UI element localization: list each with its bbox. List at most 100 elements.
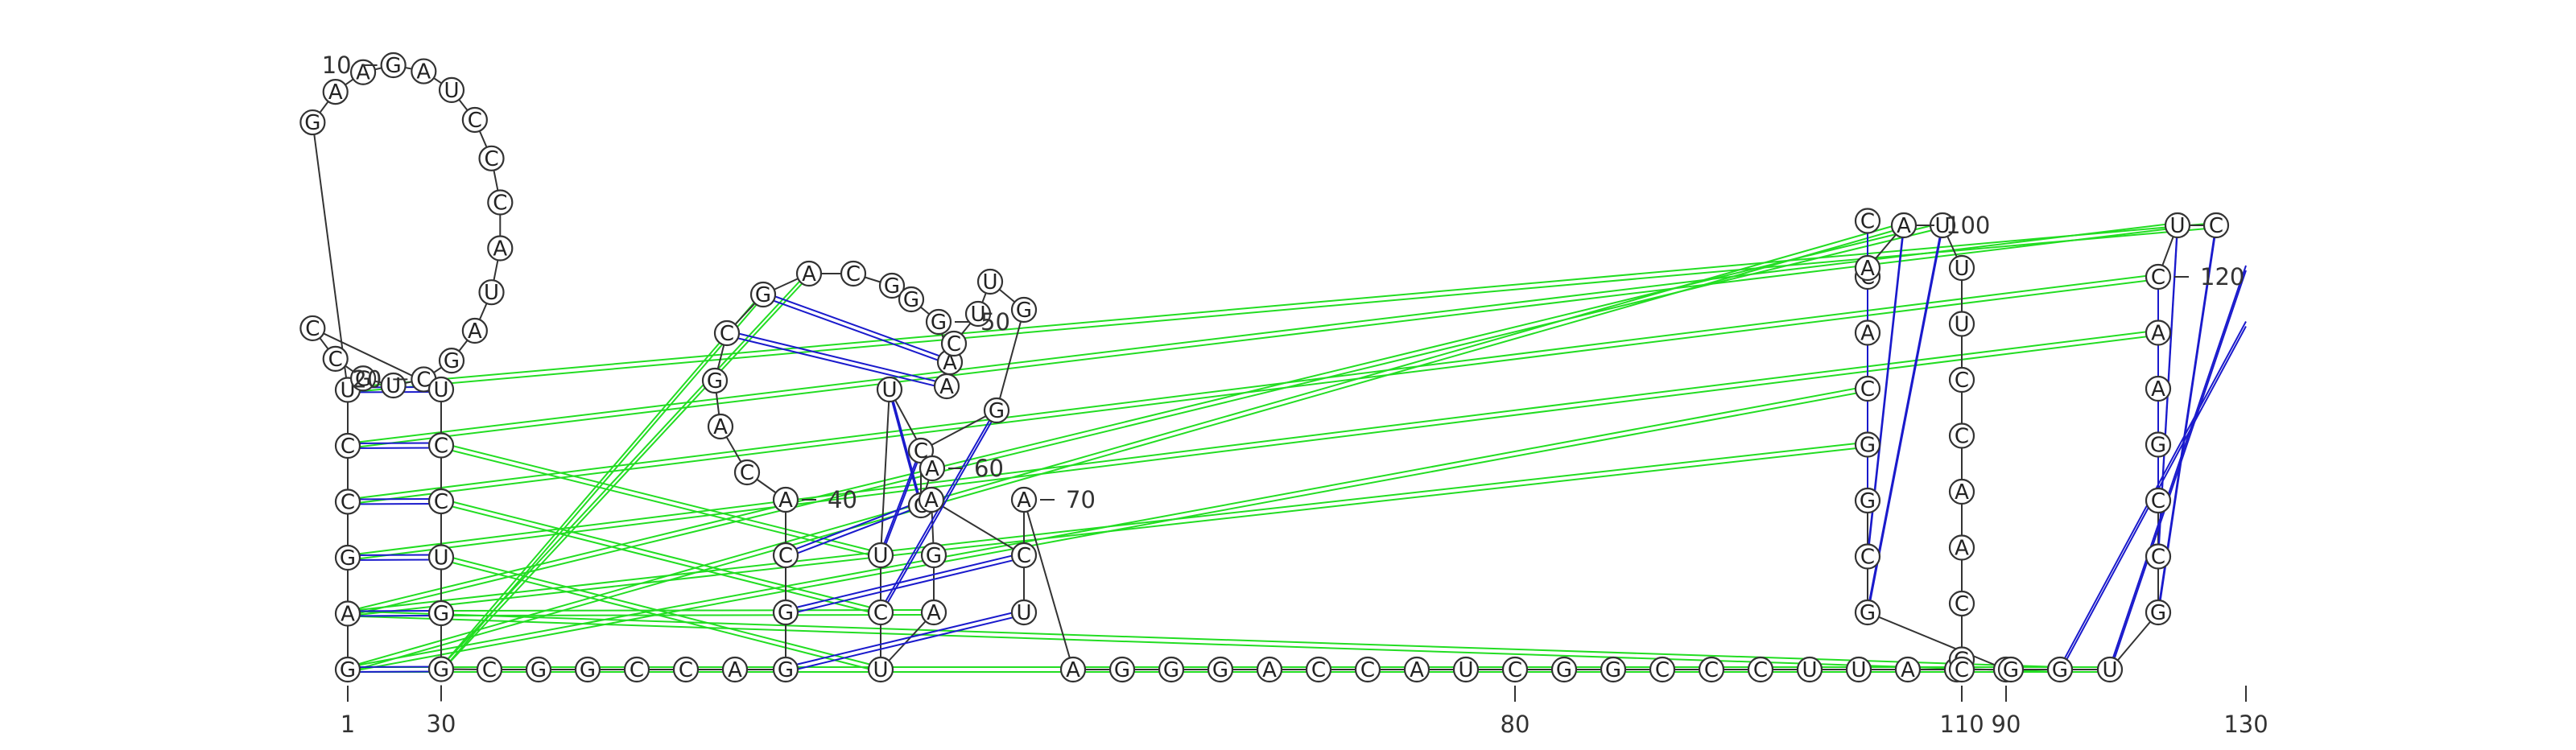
nucleotide-letter: C: [434, 490, 448, 514]
nucleotide: G: [2046, 656, 2074, 683]
nucleotide-letter: G: [2003, 658, 2019, 682]
nucleotide: G: [1997, 656, 2025, 683]
nucleotide-letter: C: [328, 348, 343, 372]
nucleotide-letter: U: [881, 378, 897, 402]
nucleotide: C: [867, 599, 894, 626]
nucleotide-letter: U: [873, 544, 888, 568]
nucleotide-letter: G: [1605, 658, 1621, 682]
nucleotide-circle: [1997, 656, 2025, 683]
nucleotide-letter: C: [416, 368, 431, 392]
base-number-label: 120: [2200, 263, 2244, 291]
nucleotide: C: [1747, 656, 1774, 683]
nucleotide-letter: G: [433, 602, 449, 626]
nucleotide-letter: U: [1016, 601, 1031, 625]
nucleotide-circle: [940, 330, 968, 357]
nucleotide: A: [461, 317, 488, 344]
nucleotide-circle: [1059, 656, 1087, 683]
nucleotide: A: [721, 656, 749, 683]
base-number-label: 30: [427, 711, 456, 738]
nucleotide-circle: [772, 486, 799, 513]
nucleotide-circle: [772, 599, 799, 626]
nucleotide-letter: A: [2151, 377, 2165, 402]
nucleotide-letter: A: [778, 488, 793, 513]
nucleotide-circle: [707, 413, 734, 440]
nucleotide-circle: [1854, 543, 1881, 570]
base-pair-line: [1867, 227, 1943, 616]
nucleotide: A: [2145, 319, 2172, 346]
nucleotide-letter: A: [416, 60, 431, 84]
nucleotide: C: [940, 330, 968, 357]
nucleotide-circle: [349, 365, 377, 392]
nucleotide-circle: [1854, 375, 1881, 402]
tertiary-interaction-line: [347, 222, 1905, 668]
nucleotide-letter: U: [484, 281, 499, 305]
nucleotide: G: [772, 656, 799, 683]
nucleotide-circle: [2145, 599, 2172, 626]
nucleotide: A: [919, 455, 946, 482]
tertiary-interaction-line: [347, 615, 2061, 673]
nucleotide-circle: [867, 656, 894, 683]
nucleotide: G: [925, 308, 952, 336]
nucleotide: U: [1010, 599, 1038, 626]
nucleotide-letter: C: [720, 322, 734, 346]
nucleotide: C: [733, 459, 761, 486]
nucleotide-letter: U: [433, 546, 448, 571]
tertiary-interaction-line: [347, 610, 2061, 668]
nucleotide-letter: G: [1860, 434, 1876, 458]
nucleotide-letter: A: [925, 457, 939, 481]
nucleotide-circle: [964, 300, 992, 328]
nucleotide: U: [1452, 656, 1480, 683]
nucleotide-circle: [920, 542, 947, 569]
nucleotide-circle: [2096, 656, 2124, 683]
nucleotide: C: [1354, 656, 1381, 683]
tertiary-interaction-line: [347, 227, 2217, 394]
nucleotide: A: [920, 599, 947, 626]
tertiary-interaction-line: [347, 329, 2159, 556]
nucleotide-letter: G: [580, 658, 596, 682]
nucleotide-circle: [1948, 590, 1975, 617]
nucleotide-circle: [438, 76, 465, 103]
nucleotide: U: [1929, 212, 1956, 239]
nucleotide: A: [1010, 486, 1038, 513]
nucleotide-circle: [1854, 487, 1881, 514]
nucleotide-circle: [476, 656, 503, 683]
nucleotide-circle: [478, 279, 505, 306]
tertiary-interaction-line: [440, 503, 881, 616]
nucleotide-letter: U: [873, 658, 888, 682]
backbone-segment: [920, 410, 997, 451]
nucleotide-circle: [1010, 542, 1038, 569]
nucleotide-circle: [322, 345, 349, 373]
nucleotide: C: [772, 542, 799, 569]
nucleotide-letter: U: [444, 79, 459, 103]
base-pair-line: [785, 552, 1025, 611]
nucleotide-letter: A: [1017, 488, 1031, 513]
nucleotide-letter: G: [1212, 658, 1228, 682]
nucleotide-circle: [487, 189, 514, 216]
nucleotide-circle: [349, 59, 377, 85]
nucleotide: G: [2145, 599, 2172, 626]
nucleotide-letter: G: [386, 54, 402, 78]
base-pair-line: [785, 609, 1025, 668]
nucleotide-letter: G: [884, 274, 900, 299]
nucleotide: G: [334, 544, 361, 571]
nucleotide: A: [918, 486, 945, 513]
nucleotide: G: [898, 286, 925, 313]
nucleotide-letter: C: [1955, 425, 1969, 449]
nucleotide-letter: C: [1655, 658, 1670, 682]
nucleotide-circle: [2164, 212, 2191, 239]
nucleotide: C: [1854, 208, 1881, 234]
nucleotide: U: [427, 544, 455, 571]
nucleotide: C: [2145, 543, 2172, 570]
nucleotide-circle: [733, 459, 761, 486]
nucleotide-circle: [1256, 656, 1283, 683]
nucleotide-circle: [840, 260, 867, 287]
nucleotide-circle: [1854, 319, 1881, 346]
nucleotide-letter: A: [356, 61, 370, 85]
nucleotide: C: [1948, 366, 1975, 394]
nucleotide: C: [476, 656, 503, 683]
nucleotide: C: [1854, 375, 1881, 402]
nucleotide: C: [1948, 590, 1975, 617]
base-pair-line: [785, 501, 932, 558]
nucleotide-circle: [461, 317, 488, 344]
nucleotide: G: [380, 52, 407, 79]
